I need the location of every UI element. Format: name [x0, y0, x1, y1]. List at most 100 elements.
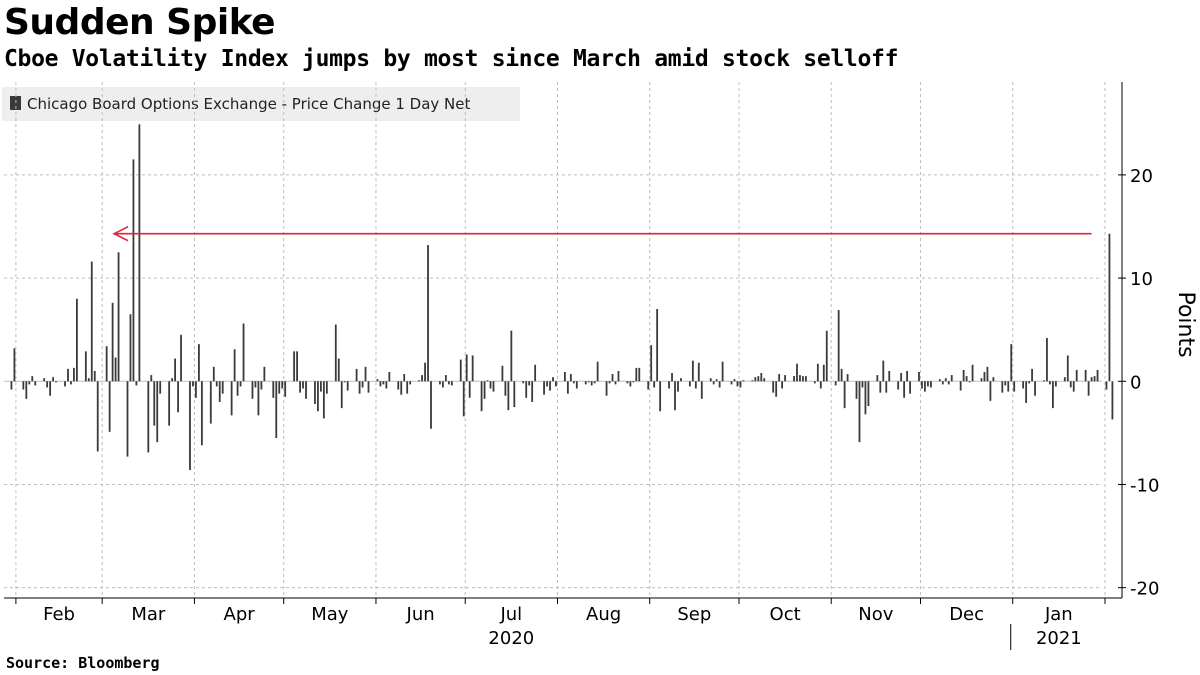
bar	[549, 381, 551, 391]
bar	[1075, 369, 1078, 382]
bar	[486, 380, 489, 382]
bar	[501, 365, 504, 382]
bar	[427, 245, 429, 382]
y-tick-label: -20	[1130, 579, 1159, 600]
bar	[177, 381, 179, 413]
bar	[900, 373, 903, 382]
bar	[799, 375, 801, 382]
bar	[739, 381, 742, 388]
bar	[43, 378, 46, 382]
bar	[409, 381, 412, 385]
bar	[909, 381, 911, 394]
bar	[968, 381, 971, 383]
bar	[293, 351, 296, 382]
bar	[1001, 381, 1004, 393]
bar	[281, 381, 284, 389]
bar	[504, 381, 507, 396]
bar	[950, 375, 953, 382]
bar	[709, 378, 712, 382]
bar	[930, 381, 932, 388]
bar	[629, 381, 632, 387]
bar	[528, 381, 531, 386]
bar	[471, 355, 474, 382]
bar	[337, 358, 340, 382]
bar	[379, 381, 382, 387]
bar	[302, 381, 304, 389]
bar	[76, 298, 78, 382]
bar	[671, 373, 673, 382]
bar	[444, 375, 447, 382]
bar	[492, 381, 495, 392]
bar	[147, 381, 150, 453]
bar	[647, 381, 650, 390]
bar	[534, 364, 537, 382]
bar	[55, 381, 57, 383]
bar	[462, 381, 465, 417]
bar	[605, 381, 608, 396]
bar	[129, 314, 132, 382]
bar	[572, 381, 575, 384]
bar	[418, 380, 420, 382]
bar	[575, 381, 578, 389]
bar	[546, 381, 548, 387]
bar	[721, 361, 724, 382]
bar	[781, 381, 784, 389]
bar	[840, 368, 843, 382]
bar	[947, 381, 950, 385]
bar	[1090, 377, 1093, 382]
bar	[816, 363, 819, 382]
bar	[867, 381, 870, 407]
bar	[778, 374, 781, 382]
bar	[971, 364, 974, 382]
bar	[1084, 369, 1087, 382]
bar	[638, 367, 641, 382]
bar	[108, 381, 111, 432]
bar	[305, 381, 307, 399]
bar	[757, 376, 760, 382]
source-note: Source: Bloomberg	[6, 654, 160, 672]
bar	[132, 159, 135, 382]
bar	[885, 381, 888, 393]
bar	[376, 379, 379, 382]
bar	[1049, 381, 1051, 385]
bar	[626, 381, 629, 384]
bar	[965, 376, 968, 382]
bar	[126, 381, 129, 457]
bar	[730, 381, 733, 385]
bar	[322, 381, 325, 419]
bar	[67, 368, 69, 382]
x-tick-label: Feb	[43, 604, 75, 625]
bar	[822, 364, 825, 382]
bar	[198, 344, 200, 382]
bar	[1096, 369, 1099, 382]
bar	[251, 381, 254, 399]
bar	[278, 381, 281, 394]
bar	[775, 381, 778, 397]
bar	[346, 381, 349, 391]
bar	[733, 379, 736, 382]
bar	[668, 381, 670, 389]
bar	[962, 369, 965, 382]
legend-label: Chicago Board Options Exchange - Price C…	[27, 95, 470, 113]
legend-box	[2, 87, 520, 121]
bar	[180, 334, 182, 382]
bar	[569, 374, 572, 382]
bar	[1031, 368, 1033, 382]
bar	[284, 381, 287, 397]
bar	[174, 358, 176, 382]
bar	[834, 381, 837, 386]
x-tick-label: Aug	[586, 604, 621, 625]
x-tick-label: Mar	[131, 604, 166, 625]
bar	[296, 351, 298, 382]
x-tick-label: Nov	[858, 604, 893, 625]
bar	[1004, 381, 1007, 386]
bar	[1087, 381, 1090, 396]
bar	[334, 324, 337, 382]
x-tick-label: Apr	[224, 604, 256, 625]
bar	[593, 381, 596, 384]
bar	[138, 124, 141, 382]
bar	[254, 381, 257, 388]
bar	[171, 378, 174, 382]
y-tick-label: 0	[1130, 372, 1141, 393]
bar	[674, 381, 676, 411]
